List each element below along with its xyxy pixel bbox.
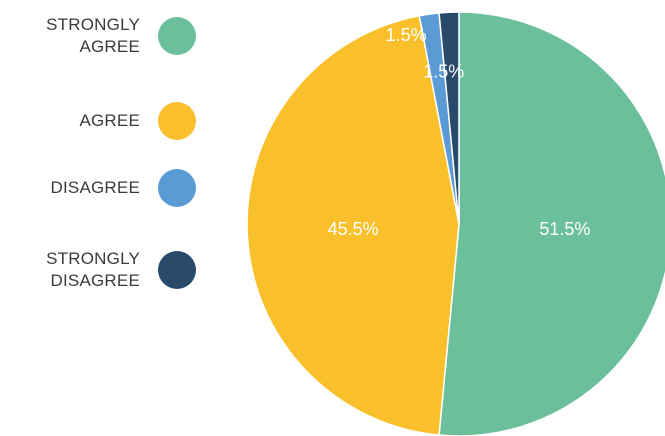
legend-item-disagree: DISAGREE — [0, 166, 196, 210]
legend-label: DISAGREE — [50, 178, 140, 197]
pie-slices — [246, 11, 665, 436]
pie-slice-agree — [246, 14, 460, 436]
data-label-strongly-disagree: 1.5% — [423, 62, 464, 82]
legend-swatch — [158, 17, 196, 55]
legend-item-strongly-agree: STRONGLY AGREE — [0, 14, 196, 58]
pie-labels: 51.5% 45.5% 1.5% 1.5% — [328, 25, 591, 239]
legend-swatch — [158, 251, 196, 289]
legend-label: STRONGLY DISAGREE — [46, 249, 140, 290]
legend-swatch — [158, 169, 196, 207]
legend-item-strongly-disagree: STRONGLY DISAGREE — [0, 248, 196, 292]
legend-label: AGREE — [79, 111, 140, 130]
legend-item-agree: AGREE — [0, 99, 196, 143]
chart-legend: STRONGLY AGREE AGREE DISAGREE STRONGLY D… — [0, 0, 200, 436]
pie-slice-strongly-agree — [438, 11, 665, 436]
legend-swatch — [158, 102, 196, 140]
data-label-disagree: 1.5% — [386, 25, 427, 45]
data-label-agree: 45.5% — [328, 219, 379, 239]
legend-label: STRONGLY AGREE — [46, 15, 140, 56]
data-label-strongly-agree: 51.5% — [539, 219, 590, 239]
pie-slice-strongly-disagree — [438, 11, 460, 225]
